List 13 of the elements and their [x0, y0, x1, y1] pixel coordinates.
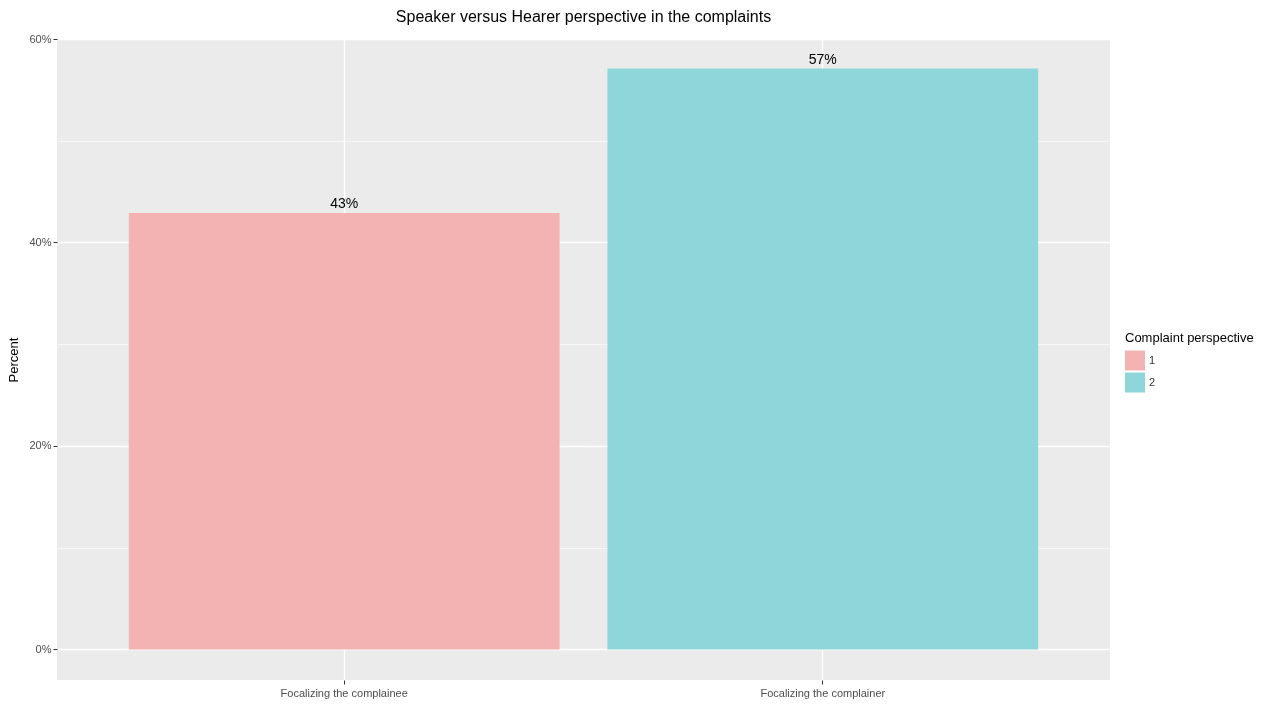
legend-label: 2 — [1149, 375, 1156, 388]
y-tick-label: 40% — [29, 235, 52, 248]
x-tick-label: Focalizing the complainer — [760, 686, 886, 699]
y-axis-title: Percent — [6, 337, 22, 383]
y-tick-label: 0% — [35, 642, 52, 655]
chart-title: Speaker versus Hearer perspective in the complaints — [395, 8, 772, 25]
y-tick-label: 60% — [29, 32, 52, 45]
legend-title: Complaint perspective — [1125, 329, 1254, 345]
data-label: 57% — [808, 50, 837, 67]
y-tick-label: 20% — [29, 439, 52, 452]
data-label: 43% — [330, 194, 359, 211]
legend-label: 1 — [1149, 353, 1156, 366]
x-tick-label: Focalizing the complainee — [280, 686, 408, 699]
